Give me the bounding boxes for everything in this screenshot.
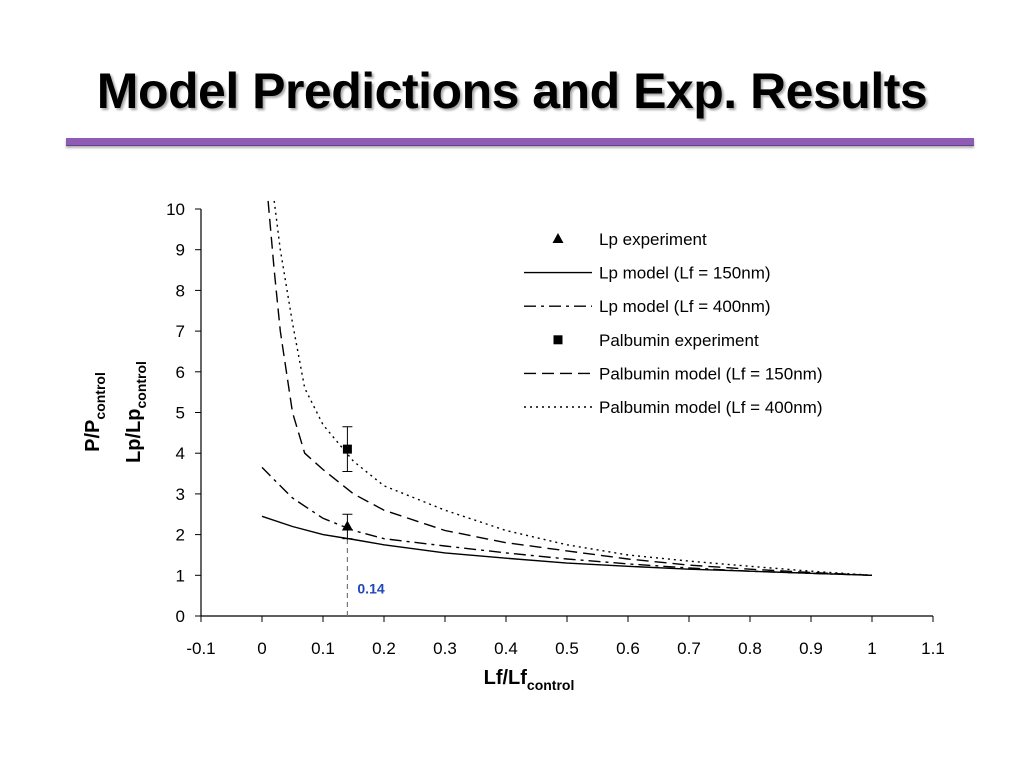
marker-triangle [341, 520, 353, 531]
chart-series-layer: 0.14 [261, 200, 873, 616]
y-tick-label: 10 [166, 200, 185, 219]
legend-label-5: Palbumin model (Lf = 400nm) [599, 398, 822, 417]
y-axis-title-lp: Lp/Lpcontrol [123, 361, 149, 463]
series-line-4 [267, 200, 873, 576]
legend-label-4: Palbumin model (Lf = 150nm) [599, 364, 822, 383]
y-tick-label: 6 [176, 363, 185, 382]
chart-legend: Lp experiment Lp model (Lf = 150nm) Lp mod… [524, 230, 822, 417]
legend-swatch-3 [553, 335, 563, 345]
chart-axes: -0.1 0 0.1 0.2 0.3 0.4 0.5 0.6 0.7 0.8 0.9 1 1.10123… [166, 200, 945, 658]
annotation-label: 0.14 [357, 581, 384, 597]
x-tick-label: 0.4 [494, 639, 518, 658]
legend-label-0: Lp experiment [599, 230, 707, 249]
x-tick-label: 0 [257, 639, 266, 658]
y-tick-label: 2 [176, 526, 185, 545]
x-tick-label: 0.5 [555, 639, 579, 658]
y-tick-label: 9 [176, 241, 185, 260]
x-tick-label: 0.8 [738, 639, 762, 658]
legend-label-3: Palbumin experiment [599, 331, 759, 350]
y-tick-label: 7 [176, 322, 185, 341]
legend-swatch-0 [552, 233, 564, 243]
y-tick-label: 3 [176, 485, 185, 504]
y-tick-label: 1 [176, 566, 185, 585]
y-tick-label: 0 [176, 607, 185, 626]
y-tick-label: 4 [176, 444, 185, 463]
x-tick-label: 1 [867, 639, 876, 658]
marker-square [342, 444, 352, 454]
x-tick-label: 0.6 [616, 639, 640, 658]
legend-label-2: Lp model (Lf = 400nm) [599, 297, 771, 316]
x-tick-label: 0.1 [311, 639, 335, 658]
y-tick-label: 5 [176, 404, 185, 423]
slide-title: Model Predictions and Exp. Results [96, 63, 928, 119]
title-rule [66, 138, 974, 146]
legend-label-1: Lp model (Lf = 150nm) [599, 264, 771, 283]
x-tick-label: 0.9 [799, 639, 823, 658]
x-tick-label: 0.2 [372, 639, 396, 658]
y-tick-label: 8 [176, 281, 185, 300]
y-axis-title-pressure: P/Pcontrol [82, 372, 108, 452]
x-tick-label: 0.3 [433, 639, 457, 658]
x-tick-label: 0.7 [677, 639, 701, 658]
x-axis-title: Lf/Lfcontrol [484, 667, 575, 693]
x-tick-label: 1.1 [921, 639, 945, 658]
series-line-1 [261, 515, 873, 576]
series-line-2 [261, 466, 873, 576]
series-line-5 [273, 200, 873, 576]
x-tick-label: -0.1 [186, 639, 215, 658]
